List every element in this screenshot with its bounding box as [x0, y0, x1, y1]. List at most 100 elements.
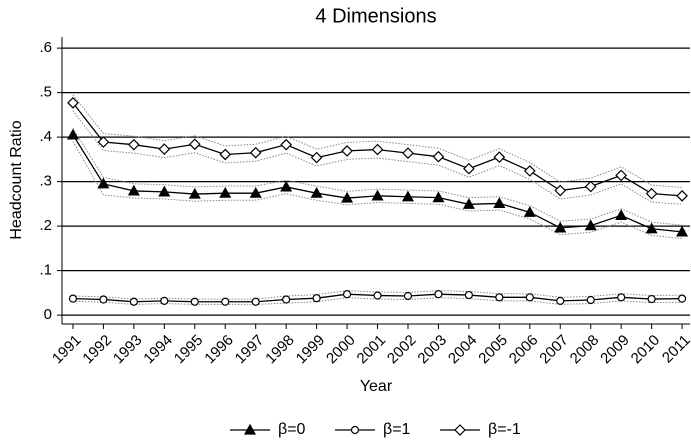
marker	[280, 180, 293, 192]
marker	[158, 185, 171, 197]
marker	[282, 295, 291, 304]
marker	[495, 293, 504, 302]
x-tick-label: 1994	[140, 332, 176, 368]
marker	[586, 295, 595, 305]
x-tick-label: 2011	[659, 332, 691, 367]
marker	[127, 184, 140, 196]
marker	[434, 290, 443, 299]
marker	[401, 190, 414, 202]
marker	[312, 294, 321, 303]
legend-marker	[243, 423, 257, 435]
marker	[221, 297, 230, 306]
ci-line	[72, 141, 683, 240]
marker	[676, 190, 688, 202]
marker	[523, 206, 536, 217]
marker	[371, 189, 384, 201]
marker	[97, 136, 110, 148]
marker	[66, 128, 79, 140]
marker	[645, 222, 658, 234]
chart-title: 4 Dimensions	[315, 5, 436, 27]
marker	[432, 191, 445, 203]
marker	[373, 291, 382, 300]
x-tick-label: 2000	[323, 332, 359, 368]
y-tick-label: .2	[39, 217, 52, 234]
marker	[68, 294, 78, 303]
marker	[556, 296, 565, 305]
marker	[647, 294, 656, 304]
marker	[525, 293, 534, 302]
x-tick-label: 2008	[567, 332, 603, 368]
legend-label: β=0	[278, 421, 306, 438]
x-tick-label: 1993	[110, 332, 146, 368]
marker	[554, 184, 567, 197]
marker	[341, 145, 353, 157]
x-tick-label: 2004	[445, 332, 481, 368]
x-tick-label: 2010	[628, 332, 664, 368]
marker	[584, 180, 597, 193]
x-tick-label: 2001	[354, 332, 390, 368]
marker	[280, 138, 293, 151]
x-tick-label: 1996	[201, 332, 237, 368]
y-tick-label: .6	[39, 39, 52, 56]
marker	[97, 177, 110, 189]
marker	[493, 197, 506, 209]
marker	[67, 97, 79, 109]
x-tick-label: 1992	[79, 332, 115, 368]
marker	[403, 291, 413, 301]
marker	[310, 151, 323, 164]
legend-item: β=-1	[440, 421, 521, 438]
marker	[219, 148, 232, 161]
marker	[249, 146, 262, 159]
x-tick-label: 1997	[232, 332, 268, 368]
marker	[677, 294, 687, 303]
x-tick-label: 2006	[506, 332, 542, 368]
marker	[584, 219, 597, 231]
marker	[432, 150, 445, 163]
marker	[523, 165, 536, 177]
y-tick-label: .4	[39, 128, 52, 145]
marker	[676, 225, 689, 237]
ci-line	[72, 94, 683, 188]
y-tick-label: .1	[39, 262, 52, 279]
ci-line	[72, 297, 683, 305]
x-tick-label: 2002	[384, 332, 420, 368]
marker	[190, 297, 199, 306]
marker	[128, 138, 140, 151]
x-tick-label: 2005	[475, 332, 511, 368]
marker	[341, 191, 354, 203]
marker	[158, 143, 171, 155]
marker	[310, 186, 323, 198]
x-tick-label: 1999	[293, 332, 329, 368]
x-axis-label: Year	[360, 378, 393, 395]
legend-label: β=-1	[488, 421, 521, 438]
legend-item: β=1	[335, 421, 411, 438]
legend-marker	[454, 424, 466, 436]
marker	[402, 147, 414, 159]
legend-label: β=1	[383, 421, 411, 438]
marker	[554, 221, 567, 233]
x-tick-label: 1998	[262, 332, 298, 368]
marker	[463, 162, 475, 175]
marker	[615, 209, 628, 221]
x-tick-label: 2009	[597, 332, 633, 368]
marker	[219, 186, 232, 198]
marker	[188, 187, 201, 199]
marker	[464, 290, 473, 300]
y-tick-label: .5	[39, 84, 52, 101]
x-tick-label: 2007	[536, 332, 572, 368]
x-tick-label: 1995	[171, 332, 207, 368]
marker	[99, 295, 108, 304]
legend-marker	[350, 425, 360, 435]
ci-line	[72, 127, 683, 226]
legend-item: β=0	[230, 421, 306, 438]
marker	[129, 297, 138, 306]
marker	[615, 169, 628, 182]
marker	[493, 151, 506, 163]
y-axis-label: Headcount Ratio	[8, 120, 25, 239]
y-tick-label: 0	[44, 306, 52, 323]
marker	[462, 198, 475, 209]
x-tick-label: 1991	[49, 332, 85, 368]
marker	[251, 297, 260, 306]
marker	[249, 186, 262, 198]
